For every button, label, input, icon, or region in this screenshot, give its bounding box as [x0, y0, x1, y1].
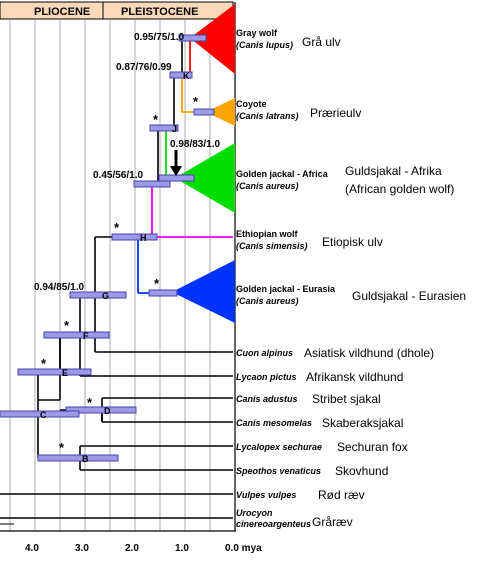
bar-b	[37, 454, 119, 462]
support-k: 0.87/76/0.99	[116, 62, 172, 73]
taxon-speothos: Speothos venaticus Skovhund	[236, 464, 388, 478]
bar-g	[69, 291, 127, 299]
svg-text:cinereoargenteus: cinereoargenteus	[236, 519, 311, 529]
taxon-cuon: Cuon alpinus Asiatisk vildhund (dhole)	[236, 346, 434, 360]
star-b: *	[59, 440, 65, 455]
svg-text:(Canis latrans): (Canis latrans)	[236, 111, 299, 121]
node-f-label: F	[83, 331, 89, 341]
golden-jackal-africa-triangle	[175, 143, 235, 213]
bar-africa2	[133, 180, 171, 188]
svg-text:(Canis aureus): (Canis aureus)	[236, 296, 299, 306]
svg-text:Golden jackal - Africa: Golden jackal - Africa	[236, 169, 329, 179]
coyote-clade-triangle	[206, 98, 235, 126]
svg-text:Skovhund: Skovhund	[335, 464, 388, 478]
down-arrow-icon	[170, 150, 182, 176]
support-g: 0.94/85/1.0	[34, 282, 84, 293]
svg-text:Lycalopex sechurae: Lycalopex sechurae	[236, 442, 322, 452]
svg-text:(Canis lupus): (Canis lupus)	[236, 40, 293, 50]
node-k-label: K	[183, 71, 190, 81]
svg-text:Golden jackal - Eurasia: Golden jackal - Eurasia	[236, 284, 336, 294]
node-confidence-bars	[0, 34, 215, 462]
bar-j	[149, 124, 179, 132]
svg-text:(Canis aureus): (Canis aureus)	[236, 181, 299, 191]
star-h: *	[114, 220, 120, 235]
taxon-gray-wolf: Gray wolf (Canis lupus) Grå ulv	[236, 28, 341, 50]
svg-text:Prærieulv: Prærieulv	[310, 106, 361, 120]
taxon-vulpes: Vulpes vulpes Rød ræv	[236, 488, 365, 502]
svg-text:Canis adustus: Canis adustus	[236, 394, 298, 404]
tick-2: 2.0	[125, 543, 139, 554]
svg-text:Coyote: Coyote	[236, 99, 267, 109]
gray-wolf-clade-triangle	[190, 4, 235, 74]
tick-1: 1.0	[175, 543, 189, 554]
node-c-label: C	[40, 410, 47, 420]
pliocene-label: PLIOCENE	[34, 6, 90, 18]
taxon-lycalopex: Lycalopex sechurae Sechuran fox	[236, 440, 408, 454]
star-eurasia: *	[154, 276, 160, 291]
svg-text:Cuon alpinus: Cuon alpinus	[236, 348, 293, 358]
bar-e	[17, 368, 92, 376]
star-f: *	[64, 318, 70, 333]
svg-text:Vulpes vulpes: Vulpes vulpes	[236, 490, 296, 500]
svg-text:(Canis simensis): (Canis simensis)	[236, 241, 308, 251]
svg-text:(African golden wolf): (African golden wolf)	[345, 182, 454, 196]
taxon-coyote: Coyote (Canis latrans) Prærieulv	[236, 99, 361, 121]
bar-eurasia	[148, 289, 178, 297]
svg-text:Gråræv: Gråræv	[312, 515, 353, 529]
taxon-ethiopian-wolf: Ethiopian wolf (Canis simensis) Etiopisk…	[236, 229, 383, 251]
svg-text:Etiopisk ulv: Etiopisk ulv	[322, 235, 383, 249]
bar-africa	[158, 174, 195, 182]
svg-text:Guldsjakal - Eurasien: Guldsjakal - Eurasien	[352, 289, 466, 303]
bar-top	[178, 34, 207, 42]
bar-k	[169, 71, 193, 79]
svg-text:Rød ræv: Rød ræv	[318, 488, 365, 502]
taxon-urocyon: Urocyon cinereoargenteus Gråræv	[236, 508, 353, 529]
tick-3: 3.0	[75, 543, 89, 554]
star-e: *	[41, 356, 47, 371]
golden-jackal-eurasia-triangle	[172, 260, 235, 323]
star-j: *	[153, 112, 159, 127]
svg-text:Ethiopian wolf: Ethiopian wolf	[236, 229, 298, 239]
svg-text:Lycaon pictus: Lycaon pictus	[236, 372, 297, 382]
svg-text:Skaberaksjakal: Skaberaksjakal	[322, 416, 403, 430]
node-d-label: D	[104, 406, 111, 416]
svg-text:Afrikansk vildhund: Afrikansk vildhund	[306, 370, 403, 384]
svg-text:Canis mesomelas: Canis mesomelas	[236, 418, 312, 428]
taxon-adustus: Canis adustus Stribet sjakal	[236, 392, 381, 406]
taxon-golden-jackal-eurasia: Golden jackal - Eurasia (Canis aureus) G…	[236, 284, 466, 306]
taxon-mesomelas: Canis mesomelas Skaberaksjakal	[236, 416, 403, 430]
node-h-label: H	[140, 233, 147, 243]
bar-c	[0, 410, 80, 418]
svg-text:Guldsjakal - Afrika: Guldsjakal - Afrika	[345, 164, 442, 178]
bar-f	[43, 331, 110, 339]
svg-text:Asiatisk vildhund (dhole): Asiatisk vildhund (dhole)	[304, 346, 434, 360]
svg-text:Gray wolf: Gray wolf	[236, 28, 278, 38]
svg-text:Stribet sjakal: Stribet sjakal	[312, 392, 381, 406]
svg-text:Speothos venaticus: Speothos venaticus	[236, 466, 321, 476]
node-b-label: B	[82, 454, 89, 464]
node-g-label: G	[102, 291, 109, 301]
node-j-label: J	[172, 124, 177, 134]
tick-4: 4.0	[25, 543, 39, 554]
svg-text:Grå ulv: Grå ulv	[302, 35, 341, 49]
support-africa-clade: 0.45/56/1.0	[93, 170, 143, 181]
support-wolf: 0.95/75/1.0	[134, 32, 184, 43]
star-d: *	[87, 395, 93, 410]
bar-h	[111, 233, 158, 241]
support-jackal-africa: 0.98/83/1.0	[170, 139, 220, 150]
svg-text:Sechuran fox: Sechuran fox	[337, 440, 408, 454]
time-grid	[9, 19, 211, 531]
svg-text:Urocyon: Urocyon	[236, 508, 273, 518]
bar-coyote	[193, 108, 215, 116]
pleistocene-label: PLEISTOCENE	[121, 6, 198, 18]
taxon-lycaon: Lycaon pictus Afrikansk vildhund	[236, 370, 403, 384]
node-e-label: E	[62, 368, 68, 378]
bar-d	[65, 406, 137, 414]
tick-0: 0.0 mya	[225, 543, 262, 554]
star-coyote: *	[193, 94, 199, 109]
taxon-golden-jackal-africa: Golden jackal - Africa (Canis aureus) Gu…	[236, 164, 454, 196]
